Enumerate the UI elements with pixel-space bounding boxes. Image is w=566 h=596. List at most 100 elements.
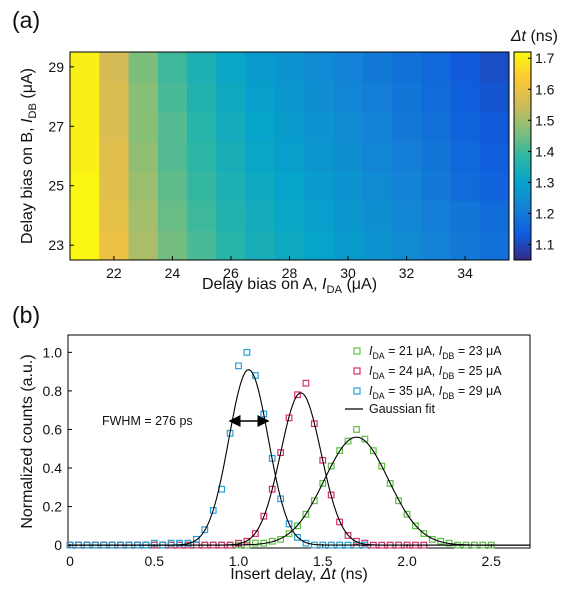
heatmap-cell (157, 111, 188, 142)
heatmap-cell (479, 52, 510, 83)
data-point (353, 537, 360, 545)
heatmap-cell (421, 81, 451, 112)
x-tick-label: 22 (106, 265, 122, 281)
y-tick-label: 25 (48, 178, 64, 194)
heatmap-cell (479, 200, 510, 231)
data-point (336, 518, 344, 526)
heatmap-cell (391, 200, 422, 231)
heatmap-cell (421, 111, 451, 142)
x-tick-label: 0.5 (145, 553, 165, 569)
x-tick-label: 26 (223, 265, 239, 281)
heatmap-cell (187, 170, 217, 202)
heatmap-cell (333, 141, 364, 172)
label-part: I (19, 118, 36, 123)
heatmap-cell (128, 52, 159, 83)
data-point (327, 462, 335, 470)
label-part: Δt (510, 28, 527, 45)
legend-part: I (439, 384, 443, 398)
legend-marker (353, 367, 361, 375)
heatmap-cell (274, 52, 305, 83)
data-point (302, 510, 310, 518)
heatmap-cell (421, 170, 451, 202)
colorbar-tick-label: 1.2 (535, 205, 555, 221)
heatmap-cell (187, 81, 217, 112)
heatmap-cell (450, 81, 481, 112)
heatmap-cell (187, 52, 217, 83)
heatmap-cell (245, 170, 276, 202)
label-part: (ns) (526, 28, 558, 45)
y-tick-label: 23 (48, 237, 64, 253)
heatmap-cell (450, 230, 481, 261)
heatmap-cell (70, 230, 100, 261)
data-point (395, 497, 402, 505)
heatmap-cell (245, 81, 276, 112)
data-point (176, 539, 183, 547)
heatmap-cell (216, 230, 247, 261)
plot-frame (67, 334, 531, 549)
heatmap-cell (128, 111, 159, 142)
legend-part: DA (372, 351, 384, 361)
legend-part: DB (442, 351, 454, 361)
heatmap-cell (274, 81, 305, 112)
heatmap-cell (421, 200, 451, 231)
x-tick-label: 24 (165, 265, 181, 281)
heatmap-cell (362, 81, 393, 112)
heatmap-cell (421, 230, 451, 261)
y-tick-label: 0 (54, 537, 62, 553)
data-point (192, 535, 200, 543)
data-point (302, 379, 310, 387)
y-tick-label: 0.8 (43, 383, 63, 399)
heatmap-cell (450, 141, 481, 172)
y-tick-label: 0.4 (43, 460, 63, 476)
colorbar-tick-label: 1.1 (535, 236, 555, 252)
data-point (235, 362, 242, 370)
label-part: (μA) (19, 68, 36, 103)
colorbar (513, 51, 532, 261)
colorbar-tick-label: 1.5 (535, 112, 555, 128)
heatmap-cell (128, 230, 159, 261)
heatmap-cell (157, 81, 188, 112)
data-point (420, 530, 428, 537)
heatmap-cell (70, 170, 100, 202)
heatmap-cell (99, 141, 130, 172)
data-point (412, 522, 419, 530)
heatmap-cell (70, 200, 100, 231)
x-tick-label: 2.5 (482, 553, 502, 569)
data-point (294, 391, 301, 399)
x-tick-label: 1.5 (313, 553, 333, 569)
heatmap-cell (70, 81, 100, 112)
heatmap-cell (274, 230, 305, 261)
heatmap-cell (128, 141, 159, 172)
heatmap-cell (128, 200, 159, 231)
data-point (344, 437, 352, 445)
label-part: Delay bias on B, (19, 123, 36, 244)
data-point (327, 491, 335, 499)
label-part: Insert delay, (230, 566, 320, 583)
data-point (150, 539, 158, 547)
legend-part: I (439, 364, 443, 378)
y-tick-label: 1.0 (43, 344, 63, 360)
heatmap-cell (304, 111, 334, 142)
legend-label: IDA = 21 μA, IDB = 23 μA (369, 344, 502, 361)
axis-label: Normalized counts (a.u.) (19, 354, 36, 528)
data-point (167, 539, 175, 547)
heatmap-cell (245, 111, 276, 142)
heatmap-cell (362, 141, 393, 172)
panel-label: (a) (12, 7, 40, 33)
data-point (209, 507, 217, 514)
heatmap-cell (362, 170, 393, 202)
y-tick-label: 0.2 (43, 499, 63, 515)
y-tick-label: 29 (48, 59, 64, 75)
x-tick-label: 0 (66, 553, 74, 569)
heatmap-cell (304, 230, 334, 261)
heatmap-cell (391, 170, 422, 202)
data-point (201, 526, 209, 534)
heatmap-cell (70, 52, 100, 83)
label-part: Δt (320, 566, 337, 583)
heatmap-cell (304, 52, 334, 83)
x-tick-label: 1.0 (229, 553, 249, 569)
axis-label: Delay bias on A, IDA (μA) (202, 276, 377, 297)
heatmap-cell (333, 200, 364, 231)
heatmap-cell (187, 141, 217, 172)
